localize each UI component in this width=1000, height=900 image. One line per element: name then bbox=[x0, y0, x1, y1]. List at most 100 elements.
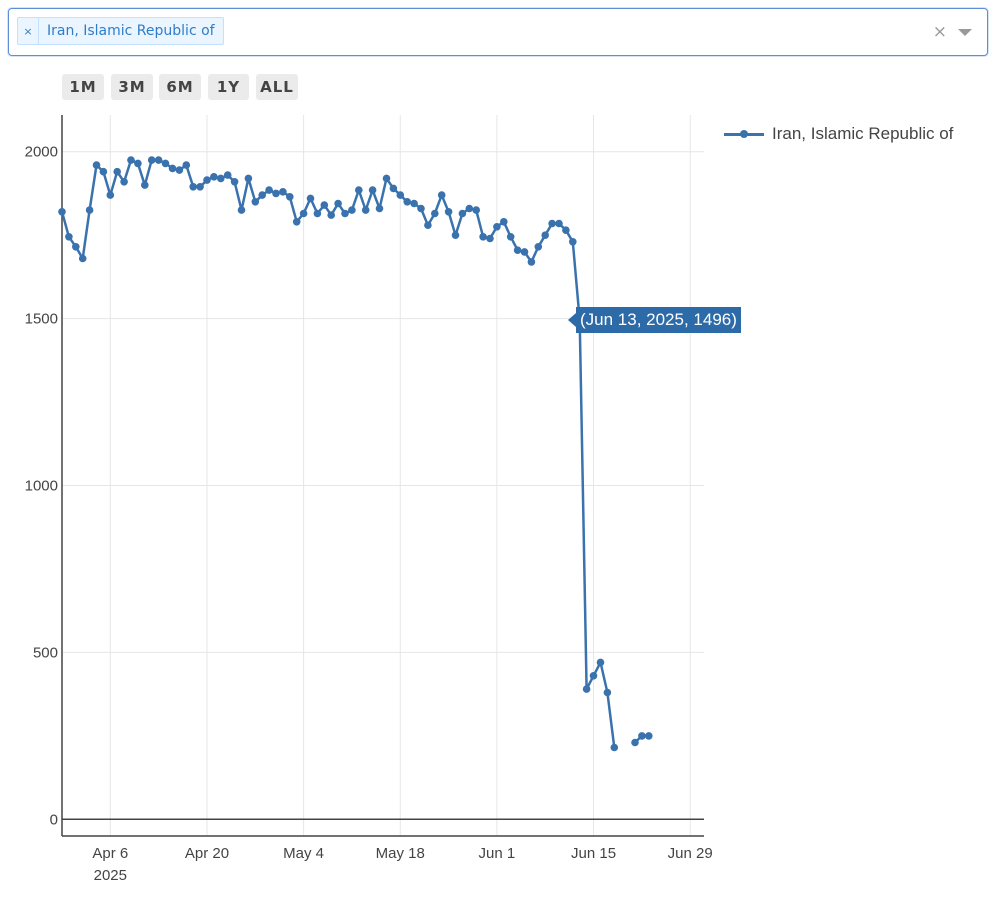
legend-line-marker bbox=[724, 124, 764, 144]
data-point bbox=[382, 174, 391, 183]
data-point bbox=[355, 186, 363, 194]
data-point bbox=[506, 233, 515, 241]
range-button-3m[interactable]: 3M bbox=[111, 74, 153, 100]
clear-selection-icon[interactable]: × bbox=[932, 22, 947, 42]
data-point bbox=[348, 206, 356, 214]
data-point bbox=[161, 159, 170, 168]
data-point bbox=[92, 161, 101, 169]
data-point bbox=[569, 238, 577, 246]
legend-label: Iran, Islamic Republic of bbox=[772, 124, 954, 143]
data-point bbox=[534, 243, 543, 251]
data-point bbox=[313, 209, 322, 218]
y-tick-label: 500 bbox=[33, 644, 58, 661]
y-axis-ticks: 0 500 1000 1500 2000 bbox=[25, 144, 58, 829]
data-point bbox=[396, 191, 405, 199]
chart-legend[interactable]: Iran, Islamic Republic of bbox=[724, 124, 953, 144]
x-tick-label: May 4 bbox=[283, 845, 324, 862]
hover-tooltip: (Jun 13, 2025, 1496) bbox=[568, 307, 741, 333]
country-selector[interactable]: × Iran, Islamic Republic of × bbox=[8, 8, 988, 56]
data-point bbox=[217, 174, 225, 183]
x-tick-label: May 18 bbox=[376, 845, 425, 862]
data-point bbox=[251, 198, 260, 206]
data-point bbox=[299, 209, 308, 218]
data-point bbox=[237, 206, 246, 214]
data-point bbox=[417, 204, 425, 213]
series-group bbox=[58, 156, 653, 752]
x-tick-label: Apr 20 bbox=[185, 845, 229, 862]
selected-country-chip: × Iran, Islamic Republic of bbox=[17, 17, 224, 45]
data-point bbox=[189, 183, 197, 191]
data-point bbox=[168, 164, 177, 173]
data-point bbox=[141, 181, 149, 189]
data-point bbox=[555, 219, 563, 228]
data-point bbox=[258, 191, 267, 199]
y-tick-label: 2000 bbox=[25, 144, 58, 161]
data-point bbox=[500, 218, 508, 226]
data-point bbox=[134, 159, 142, 168]
data-point bbox=[437, 191, 446, 199]
data-point bbox=[589, 672, 598, 680]
data-point bbox=[265, 186, 273, 194]
range-button-6m[interactable]: 6M bbox=[159, 74, 201, 100]
x-tick-sublabel: 2025 bbox=[94, 867, 127, 884]
data-point bbox=[244, 174, 253, 183]
x-tick-label: Jun 1 bbox=[479, 845, 516, 862]
data-point bbox=[182, 161, 191, 169]
data-point bbox=[203, 176, 211, 184]
data-point bbox=[444, 208, 453, 216]
data-point bbox=[610, 743, 619, 752]
data-point bbox=[479, 233, 487, 241]
data-point bbox=[527, 258, 536, 266]
x-tick-label: Jun 15 bbox=[571, 845, 616, 862]
data-point bbox=[223, 171, 232, 179]
range-button-1m[interactable]: 1M bbox=[62, 74, 104, 100]
data-point bbox=[520, 248, 529, 256]
chart-grid bbox=[62, 115, 704, 836]
data-point bbox=[196, 183, 204, 191]
data-point bbox=[320, 201, 329, 209]
data-point bbox=[154, 156, 163, 164]
data-point bbox=[78, 254, 87, 263]
data-point bbox=[548, 219, 556, 228]
y-tick-label: 1000 bbox=[25, 478, 58, 495]
data-point bbox=[631, 738, 639, 747]
chip-remove-icon[interactable]: × bbox=[18, 18, 39, 44]
data-point bbox=[375, 204, 384, 213]
data-point bbox=[210, 173, 218, 181]
x-tick-label: Jun 29 bbox=[668, 845, 713, 862]
data-point bbox=[99, 167, 108, 176]
y-tick-label: 1500 bbox=[25, 311, 58, 328]
dropdown-caret-icon[interactable] bbox=[958, 29, 972, 36]
data-point bbox=[403, 198, 412, 206]
data-point bbox=[292, 218, 301, 226]
data-point bbox=[230, 178, 239, 186]
data-point bbox=[127, 156, 135, 164]
data-point bbox=[486, 234, 494, 243]
range-button-all[interactable]: ALL bbox=[256, 74, 298, 100]
range-button-1y[interactable]: 1Y bbox=[208, 74, 249, 100]
data-point bbox=[327, 211, 336, 219]
data-point bbox=[645, 732, 653, 740]
data-point bbox=[279, 188, 287, 196]
chart-axes bbox=[61, 115, 704, 837]
data-point bbox=[493, 223, 501, 231]
data-point bbox=[85, 206, 94, 214]
data-point bbox=[272, 189, 280, 198]
data-point bbox=[341, 209, 349, 218]
data-point bbox=[72, 243, 80, 251]
data-point bbox=[106, 191, 115, 199]
data-point bbox=[113, 167, 121, 176]
data-point bbox=[458, 209, 467, 218]
data-point bbox=[513, 246, 522, 254]
data-point bbox=[465, 204, 474, 213]
data-point bbox=[451, 231, 460, 239]
x-axis-ticks: Apr 6 2025 Apr 20 May 4 May 18 Jun 1 Jun 15 Jun… bbox=[92, 845, 712, 884]
data-point bbox=[175, 166, 184, 174]
data-point bbox=[334, 199, 342, 208]
data-point bbox=[472, 206, 481, 214]
data-point bbox=[603, 688, 612, 697]
series-line bbox=[60, 158, 649, 748]
data-point bbox=[638, 732, 646, 740]
data-point bbox=[361, 206, 370, 214]
